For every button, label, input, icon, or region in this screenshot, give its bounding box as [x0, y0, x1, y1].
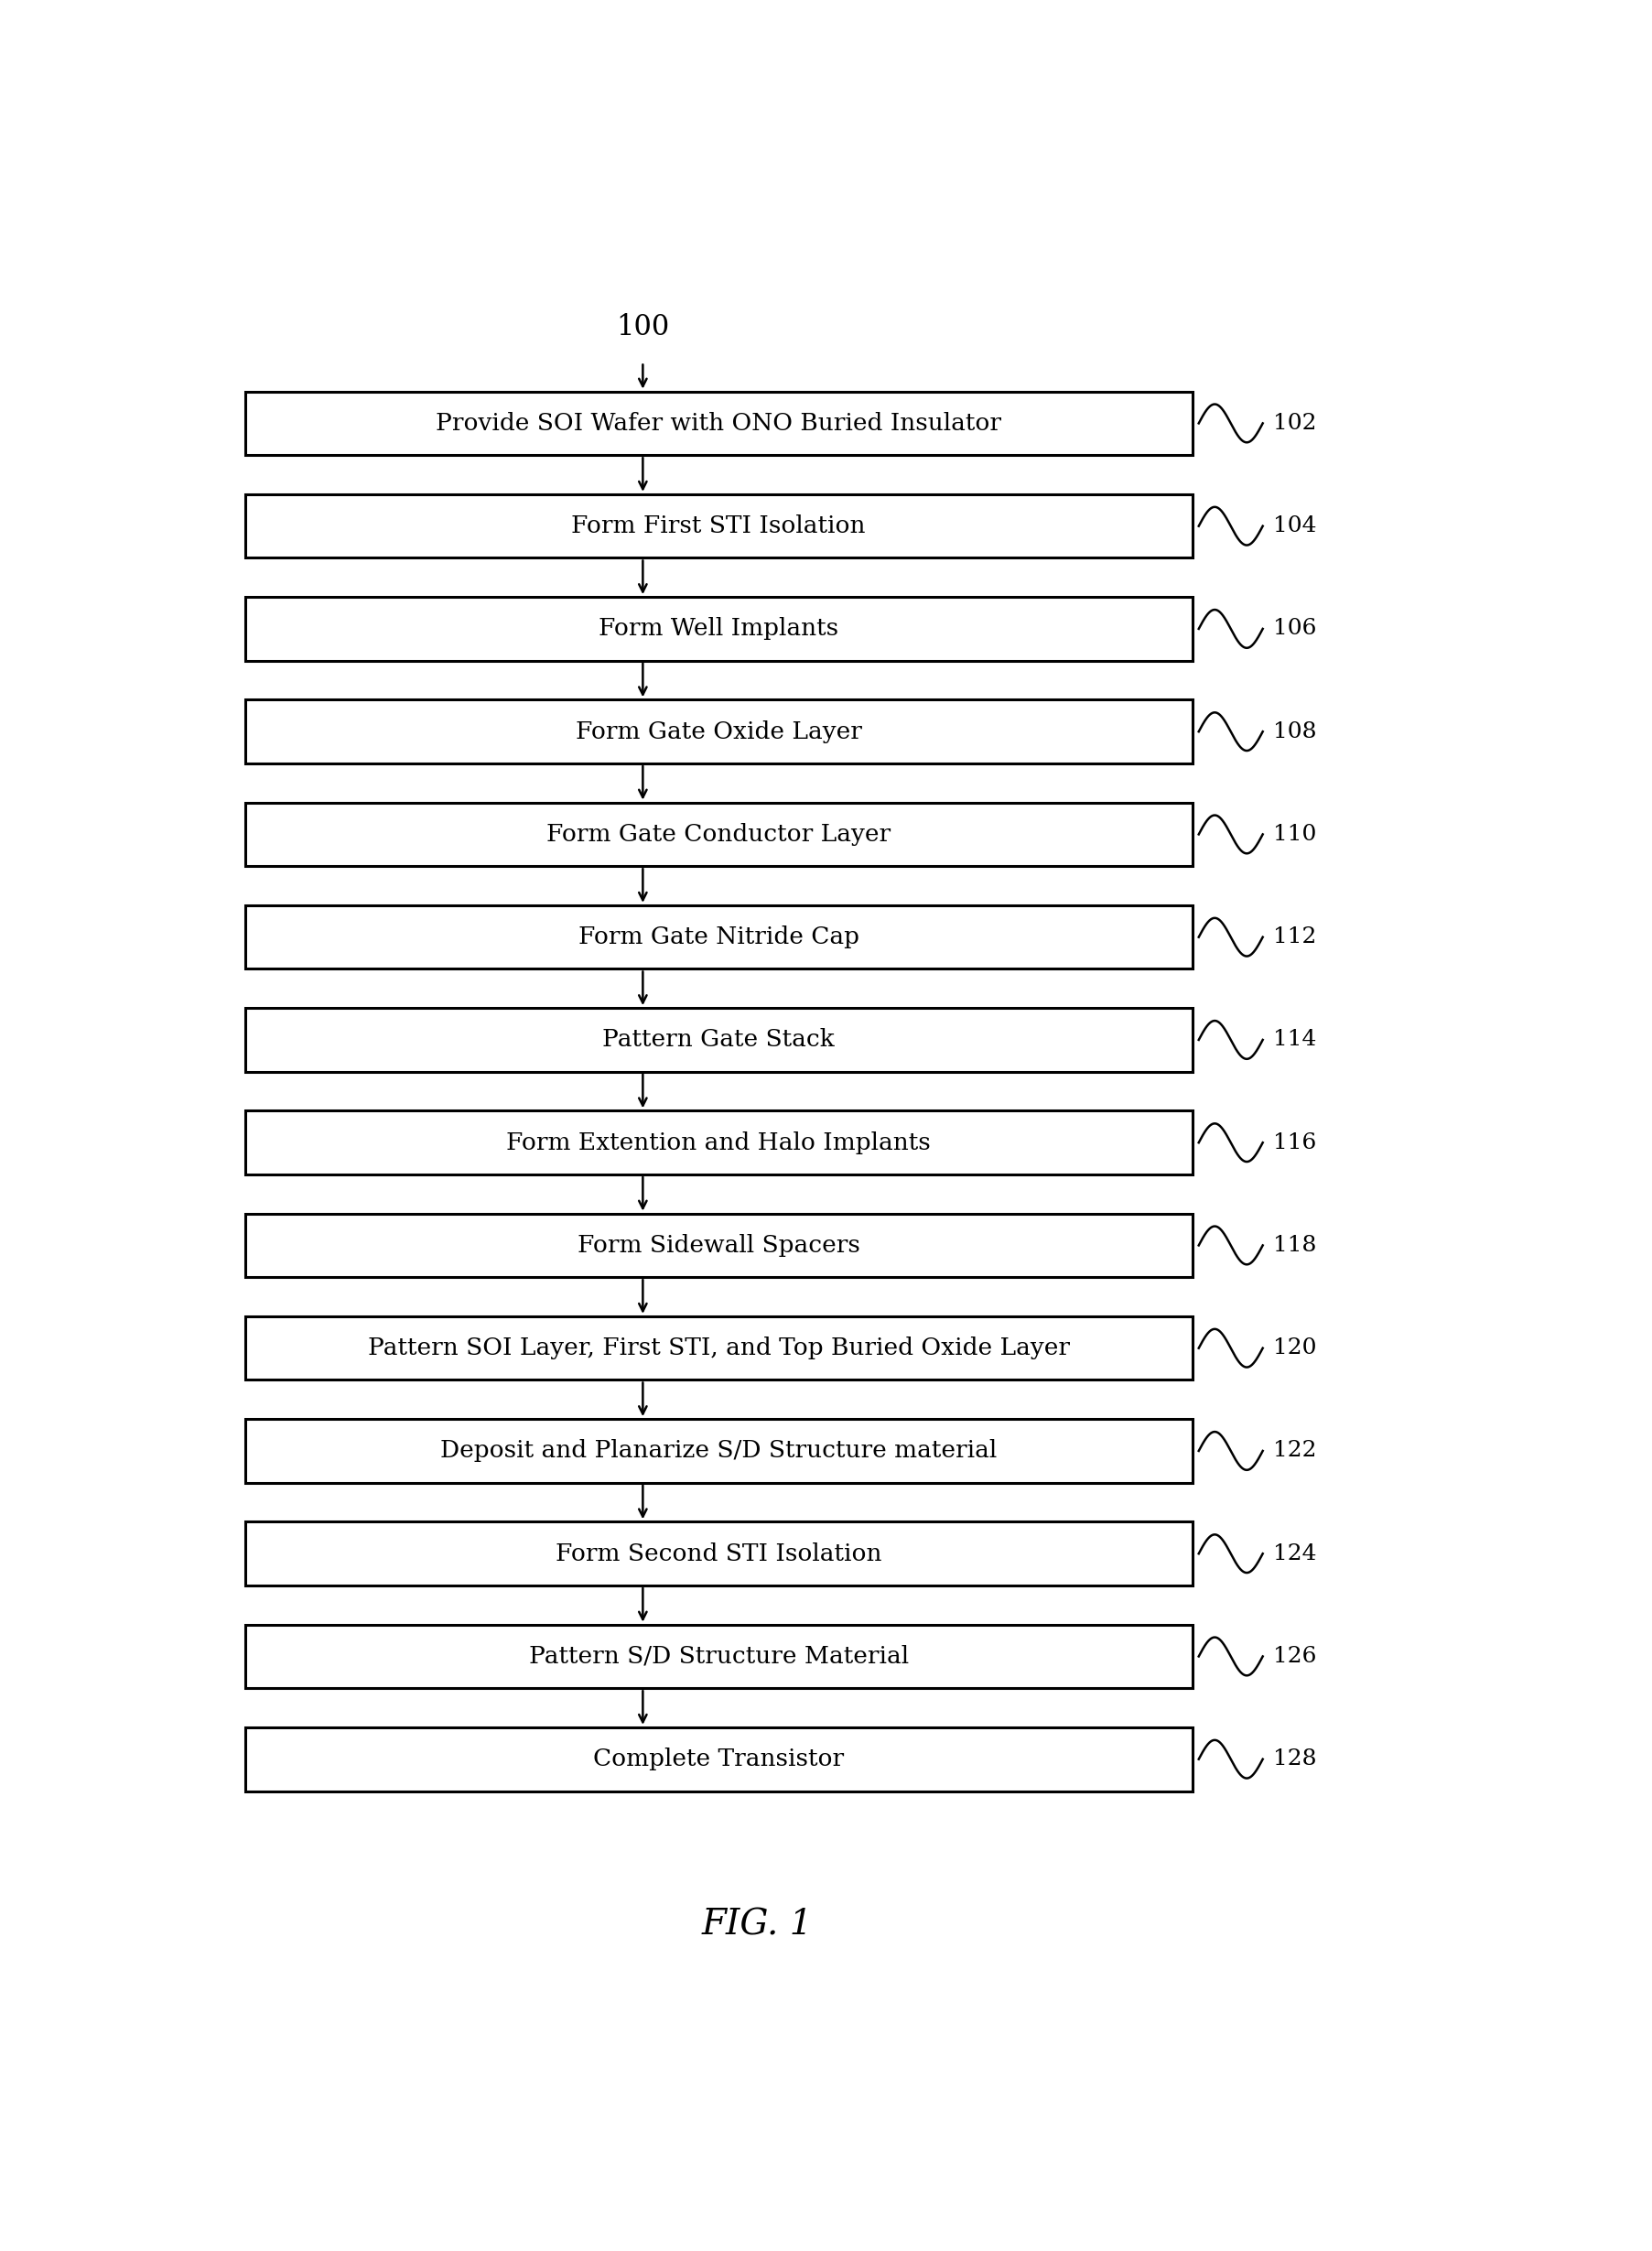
Text: Form Second STI Isolation: Form Second STI Isolation [555, 1542, 882, 1564]
Text: Provide SOI Wafer with ONO Buried Insulator: Provide SOI Wafer with ONO Buried Insula… [436, 412, 1001, 434]
Text: 128: 128 [1274, 1749, 1317, 1769]
Text: Pattern SOI Layer, First STI, and Top Buried Oxide Layer: Pattern SOI Layer, First STI, and Top Bu… [368, 1337, 1069, 1360]
Text: 106: 106 [1274, 619, 1317, 639]
Bar [244, 597, 1193, 662]
Text: Form Gate Oxide Layer: Form Gate Oxide Layer [575, 720, 862, 743]
Bar [244, 700, 1193, 763]
Bar [244, 495, 1193, 558]
Text: Deposit and Planarize S/D Structure material: Deposit and Planarize S/D Structure mate… [441, 1438, 996, 1463]
Bar [244, 1727, 1193, 1792]
Text: 122: 122 [1274, 1441, 1317, 1461]
Bar [244, 905, 1193, 968]
Text: 110: 110 [1274, 824, 1317, 844]
Text: 104: 104 [1274, 515, 1317, 536]
Text: 124: 124 [1274, 1544, 1317, 1564]
Text: Form First STI Isolation: Form First STI Isolation [572, 515, 866, 538]
Text: 114: 114 [1274, 1029, 1317, 1051]
Bar [244, 1625, 1193, 1688]
Bar [244, 1213, 1193, 1276]
Bar [244, 1418, 1193, 1483]
Bar [244, 1008, 1193, 1071]
Text: 112: 112 [1274, 927, 1317, 948]
Text: Form Gate Nitride Cap: Form Gate Nitride Cap [578, 925, 859, 948]
Bar [244, 801, 1193, 867]
Text: Pattern S/D Structure Material: Pattern S/D Structure Material [529, 1645, 909, 1668]
Text: Form Extention and Halo Implants: Form Extention and Halo Implants [507, 1132, 930, 1155]
Text: 100: 100 [616, 313, 669, 342]
Bar [244, 1522, 1193, 1585]
Text: Form Sidewall Spacers: Form Sidewall Spacers [577, 1234, 861, 1256]
Bar [244, 1317, 1193, 1380]
Text: 120: 120 [1274, 1337, 1317, 1360]
Bar [244, 392, 1193, 455]
Text: Complete Transistor: Complete Transistor [593, 1747, 844, 1772]
Text: FIG. 1: FIG. 1 [702, 1909, 813, 1943]
Text: 108: 108 [1274, 720, 1317, 743]
Text: Form Well Implants: Form Well Implants [598, 617, 839, 639]
Bar [244, 1110, 1193, 1175]
Text: 118: 118 [1274, 1236, 1317, 1256]
Text: 126: 126 [1274, 1645, 1317, 1668]
Text: 116: 116 [1274, 1132, 1317, 1153]
Text: Form Gate Conductor Layer: Form Gate Conductor Layer [547, 824, 890, 846]
Text: Pattern Gate Stack: Pattern Gate Stack [603, 1029, 834, 1051]
Text: 102: 102 [1274, 412, 1317, 434]
